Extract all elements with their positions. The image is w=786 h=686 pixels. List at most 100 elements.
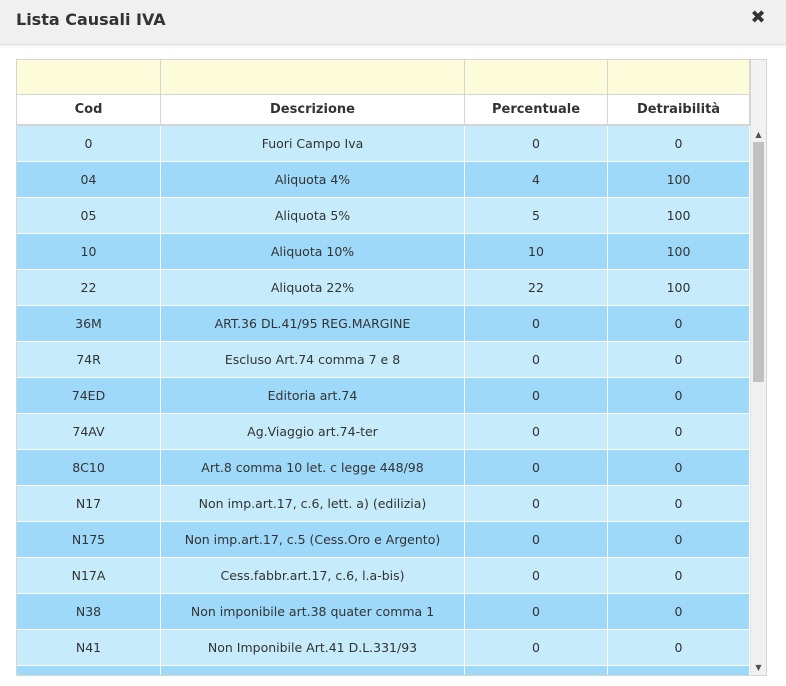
cell-detraibilita: 100 bbox=[608, 234, 750, 269]
triangle-up-icon[interactable]: ▲ bbox=[755, 130, 762, 139]
cell-cod: N41 bbox=[17, 630, 161, 665]
cell-descrizione: Non imponibile art.38 quater comma 1 bbox=[161, 594, 465, 629]
table-row[interactable]: 36M ART.36 DL.41/95 REG.MARGINE 0 0 bbox=[17, 306, 750, 342]
cell-cod: 74ED bbox=[17, 378, 161, 413]
cell-descrizione: Aliquota 22% bbox=[161, 270, 465, 305]
column-header-cod[interactable]: Cod bbox=[17, 95, 161, 124]
table-row[interactable]: 05 Aliquota 5% 5 100 bbox=[17, 198, 750, 234]
cell-cod bbox=[17, 666, 161, 675]
cell-percentuale: 0 bbox=[465, 486, 608, 521]
cell-descrizione: Fuori Campo Iva bbox=[161, 126, 465, 161]
cell-descrizione bbox=[161, 666, 465, 675]
triangle-down-icon[interactable]: ▼ bbox=[755, 663, 762, 672]
cell-detraibilita: 100 bbox=[608, 162, 750, 197]
table-row[interactable]: 74AV Ag.Viaggio art.74-ter 0 0 bbox=[17, 414, 750, 450]
cell-percentuale: 0 bbox=[465, 594, 608, 629]
filter-descrizione[interactable] bbox=[161, 60, 465, 95]
cell-percentuale: 4 bbox=[465, 162, 608, 197]
cell-descrizione: Editoria art.74 bbox=[161, 378, 465, 413]
table-row[interactable] bbox=[17, 666, 750, 675]
cell-percentuale: 10 bbox=[465, 234, 608, 269]
table-row[interactable]: 10 Aliquota 10% 10 100 bbox=[17, 234, 750, 270]
cell-cod: N17 bbox=[17, 486, 161, 521]
cell-cod: 10 bbox=[17, 234, 161, 269]
cell-detraibilita bbox=[608, 666, 750, 675]
cell-detraibilita: 0 bbox=[608, 126, 750, 161]
cell-detraibilita: 0 bbox=[608, 306, 750, 341]
cell-detraibilita: 100 bbox=[608, 270, 750, 305]
causali-grid: Cod Descrizione Percentuale Detraibilità… bbox=[16, 59, 767, 676]
column-header-descrizione[interactable]: Descrizione bbox=[161, 95, 465, 124]
header-row: Cod Descrizione Percentuale Detraibilità bbox=[17, 95, 750, 126]
cell-percentuale: 0 bbox=[465, 522, 608, 557]
cell-detraibilita: 100 bbox=[608, 198, 750, 233]
header-scroll-corner bbox=[750, 60, 766, 126]
cell-descrizione: Art.8 comma 10 let. c legge 448/98 bbox=[161, 450, 465, 485]
cell-descrizione: Non imp.art.17, c.5 (Cess.Oro e Argento) bbox=[161, 522, 465, 557]
table-row[interactable]: 74ED Editoria art.74 0 0 bbox=[17, 378, 750, 414]
cell-cod: 0 bbox=[17, 126, 161, 161]
cell-cod: N38 bbox=[17, 594, 161, 629]
filter-detraibilita[interactable] bbox=[608, 60, 750, 95]
cell-percentuale: 0 bbox=[465, 126, 608, 161]
cell-descrizione: Escluso Art.74 comma 7 e 8 bbox=[161, 342, 465, 377]
table-body: 0 Fuori Campo Iva 0 0 04 Aliquota 4% 4 100 05 Ali… bbox=[17, 126, 750, 675]
table-row[interactable]: 22 Aliquota 22% 22 100 bbox=[17, 270, 750, 306]
column-header-percentuale[interactable]: Percentuale bbox=[465, 95, 608, 124]
cell-cod: 74AV bbox=[17, 414, 161, 449]
table-row[interactable]: 04 Aliquota 4% 4 100 bbox=[17, 162, 750, 198]
cell-detraibilita: 0 bbox=[608, 594, 750, 629]
cell-detraibilita: 0 bbox=[608, 414, 750, 449]
cell-cod: 74R bbox=[17, 342, 161, 377]
cell-cod: N17A bbox=[17, 558, 161, 593]
cell-descrizione: ART.36 DL.41/95 REG.MARGINE bbox=[161, 306, 465, 341]
cell-percentuale: 5 bbox=[465, 198, 608, 233]
cell-descrizione: Ag.Viaggio art.74-ter bbox=[161, 414, 465, 449]
filter-percentuale[interactable] bbox=[465, 60, 608, 95]
cell-descrizione: Aliquota 4% bbox=[161, 162, 465, 197]
table-row[interactable]: N17A Cess.fabbr.art.17, c.6, l.a-bis) 0 0 bbox=[17, 558, 750, 594]
cell-percentuale bbox=[465, 666, 608, 675]
close-icon[interactable]: ✖ bbox=[750, 7, 766, 28]
cell-descrizione: Non Imponibile Art.41 D.L.331/93 bbox=[161, 630, 465, 665]
cell-descrizione: Non imp.art.17, c.6, lett. a) (edilizia) bbox=[161, 486, 465, 521]
cell-detraibilita: 0 bbox=[608, 450, 750, 485]
cell-percentuale: 0 bbox=[465, 306, 608, 341]
cell-detraibilita: 0 bbox=[608, 486, 750, 521]
cell-percentuale: 0 bbox=[465, 630, 608, 665]
cell-percentuale: 0 bbox=[465, 342, 608, 377]
scrollbar-thumb[interactable] bbox=[753, 142, 764, 382]
cell-detraibilita: 0 bbox=[608, 342, 750, 377]
cell-cod: 04 bbox=[17, 162, 161, 197]
dialog-titlebar: Lista Causali IVA ✖ bbox=[0, 0, 786, 45]
cell-detraibilita: 0 bbox=[608, 630, 750, 665]
cell-percentuale: 0 bbox=[465, 558, 608, 593]
cell-percentuale: 0 bbox=[465, 414, 608, 449]
table-row[interactable]: 8C10 Art.8 comma 10 let. c legge 448/98 0 0 bbox=[17, 450, 750, 486]
dialog-title: Lista Causali IVA bbox=[16, 10, 166, 29]
filter-row bbox=[17, 60, 750, 95]
cell-percentuale: 22 bbox=[465, 270, 608, 305]
cell-detraibilita: 0 bbox=[608, 378, 750, 413]
cell-cod: N175 bbox=[17, 522, 161, 557]
filter-cod[interactable] bbox=[17, 60, 161, 95]
cell-cod: 22 bbox=[17, 270, 161, 305]
table-row[interactable]: N175 Non imp.art.17, c.5 (Cess.Oro e Arge… bbox=[17, 522, 750, 558]
cell-percentuale: 0 bbox=[465, 450, 608, 485]
table-row[interactable]: N17 Non imp.art.17, c.6, lett. a) (ediliz… bbox=[17, 486, 750, 522]
cell-descrizione: Cess.fabbr.art.17, c.6, l.a-bis) bbox=[161, 558, 465, 593]
cell-percentuale: 0 bbox=[465, 378, 608, 413]
table-row[interactable]: 0 Fuori Campo Iva 0 0 bbox=[17, 126, 750, 162]
cell-detraibilita: 0 bbox=[608, 558, 750, 593]
cell-cod: 36M bbox=[17, 306, 161, 341]
cell-cod: 05 bbox=[17, 198, 161, 233]
column-header-detraibilita[interactable]: Detraibilità bbox=[608, 95, 750, 124]
cell-cod: 8C10 bbox=[17, 450, 161, 485]
cell-descrizione: Aliquota 5% bbox=[161, 198, 465, 233]
table-row[interactable]: N41 Non Imponibile Art.41 D.L.331/93 0 0 bbox=[17, 630, 750, 666]
cell-detraibilita: 0 bbox=[608, 522, 750, 557]
vertical-scrollbar[interactable]: ▲ ▼ bbox=[750, 126, 766, 675]
